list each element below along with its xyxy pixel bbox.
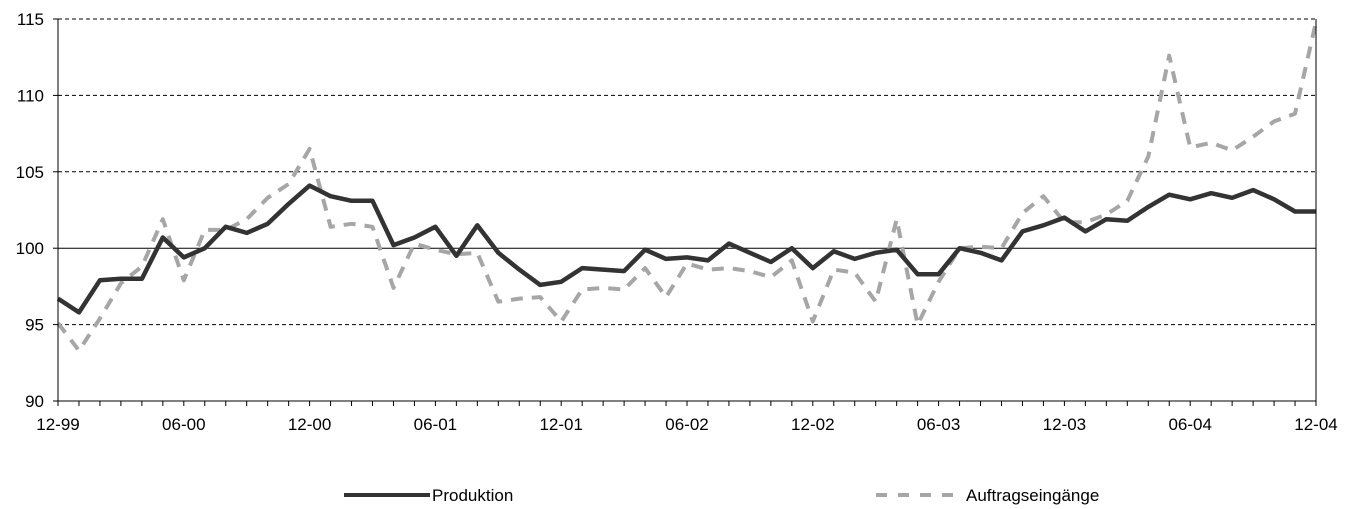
legend-label-produktion: Produktion <box>432 486 513 505</box>
x-tick-label: 12-99 <box>36 415 79 434</box>
x-tick-label: 06-03 <box>917 415 960 434</box>
y-tick-label: 110 <box>17 86 44 105</box>
x-tick-label: 12-00 <box>288 415 331 434</box>
x-tick-label: 12-03 <box>1043 415 1086 434</box>
x-tick-label: 06-00 <box>162 415 205 434</box>
y-tick-label: 100 <box>16 239 44 258</box>
legend-label-auftragseingaenge: Auftragseingänge <box>966 486 1099 505</box>
y-tick-label: 105 <box>16 163 44 182</box>
y-tick-labels: 90 95 100 105 110 115 <box>16 10 44 411</box>
x-tick-label: 06-04 <box>1168 415 1211 434</box>
x-tick-label: 12-02 <box>791 415 834 434</box>
grid-lines <box>58 18 1316 326</box>
x-tick-label: 12-01 <box>539 415 582 434</box>
legend: Produktion Auftragseingänge <box>344 486 1099 505</box>
y-tick-label: 115 <box>17 10 44 29</box>
series-lines <box>56 21 1318 353</box>
axes <box>53 18 1317 406</box>
x-tick-label: 06-02 <box>665 415 708 434</box>
y-tick-label: 90 <box>25 392 44 411</box>
x-tick-label: 06-01 <box>414 415 457 434</box>
x-tick-labels: 12-99 06-00 12-00 06-01 12-01 06-02 12-02 06-03… <box>36 415 1337 434</box>
y-tick-label: 95 <box>25 316 44 335</box>
series-line-auftragseingaenge <box>56 21 1318 353</box>
x-tick-label: 12-04 <box>1294 415 1337 434</box>
series-line-produktion <box>56 183 1316 315</box>
